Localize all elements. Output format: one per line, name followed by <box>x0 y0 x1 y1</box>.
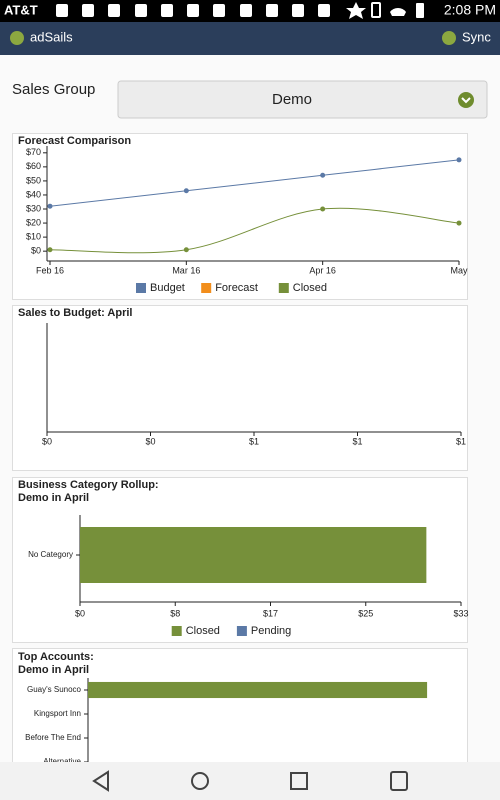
x-tick-label: $1 <box>352 436 362 446</box>
x-tick-label: $0 <box>75 608 85 618</box>
point <box>320 172 326 178</box>
x-tick-label: $17 <box>263 608 278 618</box>
card <box>12 133 468 300</box>
y-tick-label: $50 <box>26 175 41 185</box>
x-tick-label: Mar 16 <box>172 265 200 275</box>
y-tick-label: $60 <box>26 161 41 171</box>
legend-label: Forecast <box>215 282 258 294</box>
point <box>320 206 326 212</box>
legend-swatch <box>236 626 247 636</box>
y-tick-label: $10 <box>26 231 41 241</box>
bar <box>88 681 428 699</box>
x-tick-label: $1 <box>456 436 466 446</box>
back-button[interactable] <box>92 770 109 792</box>
multiwindow-button[interactable] <box>390 771 408 791</box>
home-button[interactable] <box>191 772 209 790</box>
point <box>183 188 189 194</box>
dropdown-icon[interactable] <box>458 92 474 108</box>
x-tick-label: $33 <box>453 608 468 618</box>
x-tick-label: $1 <box>249 436 259 446</box>
line-series <box>49 159 460 207</box>
chart-title: Forecast Comparison <box>18 135 131 147</box>
chart-title: Sales to Budget: April <box>18 307 133 319</box>
charts: Forecast Comparison $0 $10 $20 $30 $40 $50 $60 $… <box>18 135 469 800</box>
sync-button[interactable]: Sync <box>462 29 491 44</box>
point <box>47 203 53 209</box>
x-tick-label: Feb 16 <box>36 265 64 275</box>
y-tick-label: $0 <box>31 246 41 256</box>
recents-button[interactable] <box>290 772 308 790</box>
nav-bar <box>0 762 500 800</box>
x-tick-label: May <box>450 265 468 275</box>
point <box>456 157 462 163</box>
x-tick-label: $25 <box>358 608 373 618</box>
line-series <box>49 207 460 254</box>
sync-icon[interactable] <box>442 31 456 45</box>
sales-group-select[interactable] <box>117 80 488 119</box>
point <box>183 247 189 253</box>
legend-label: Closed <box>293 282 327 294</box>
app-bar <box>0 22 500 55</box>
y-tick-label: $30 <box>26 203 41 213</box>
legend-swatch <box>201 283 212 293</box>
menu-button[interactable] <box>10 31 24 45</box>
clock: 2:08 PM <box>444 2 496 18</box>
sales-group-label: Sales Group <box>12 81 95 98</box>
y-tick-label: $20 <box>26 217 41 227</box>
legend-swatch <box>136 283 146 293</box>
x-tick-label: $8 <box>170 608 180 618</box>
y-tick-label: No Category <box>28 550 73 559</box>
x-tick-label: $0 <box>42 436 52 446</box>
y-tick-label: $70 <box>26 147 41 157</box>
x-tick-label: $0 <box>145 436 155 446</box>
y-tick-label: $40 <box>26 189 41 199</box>
legend-label: Pending <box>251 625 291 637</box>
y-tick-label: Guay's Sunoco <box>27 685 82 694</box>
bar <box>80 527 427 583</box>
x-tick-label: Apr 16 <box>309 265 336 275</box>
nav-icons <box>92 770 408 792</box>
y-tick-label: Kingsport Inn <box>34 709 81 718</box>
legend-swatch <box>278 283 289 293</box>
chart-title: Top Accounts: <box>18 651 94 663</box>
point <box>456 220 462 226</box>
chart-title: Business Category Rollup: <box>18 479 159 491</box>
chart-subtitle: Demo in April <box>18 492 89 504</box>
legend-swatch <box>171 626 182 636</box>
chart-subtitle: Demo in April <box>18 664 89 676</box>
y-tick-label: Before The End <box>25 733 81 742</box>
legend-label: Closed <box>186 625 220 637</box>
sales-group-value: Demo <box>272 91 312 108</box>
point <box>47 247 53 253</box>
card <box>12 305 468 471</box>
notification-icons <box>56 2 424 19</box>
app-title: adSails <box>30 29 73 44</box>
dropdown-chevron <box>461 97 471 104</box>
y-tick-label: Alternative <box>43 757 81 766</box>
legend-label: Budget <box>150 282 185 294</box>
carrier: AT&T <box>4 2 38 17</box>
